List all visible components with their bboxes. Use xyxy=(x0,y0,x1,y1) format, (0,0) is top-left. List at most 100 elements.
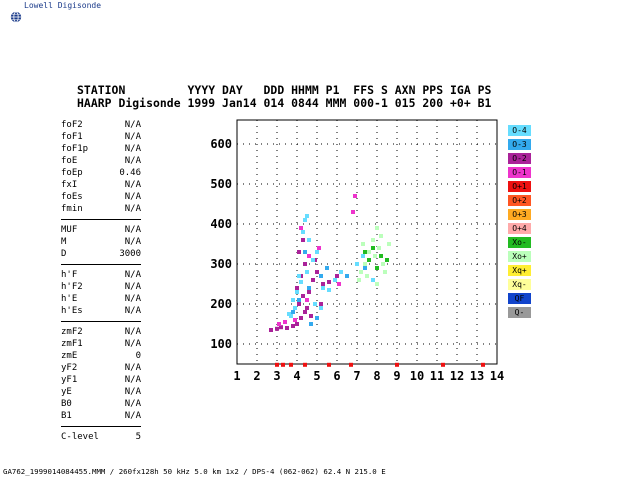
param-row: B0 N/A xyxy=(61,399,141,411)
echo-point xyxy=(295,322,299,326)
echo-point xyxy=(275,326,279,331)
echo-point xyxy=(387,242,391,246)
y-tick-label: 200 xyxy=(210,297,232,311)
echo-point xyxy=(355,262,359,266)
param-name: foF2 xyxy=(61,120,83,130)
param-row: h'E N/A xyxy=(61,294,141,306)
legend-entry: Xq+ xyxy=(508,265,531,276)
param-row: yF2 N/A xyxy=(61,363,141,375)
echo-point xyxy=(325,266,329,270)
echo-point xyxy=(285,326,289,330)
param-name: foEp xyxy=(61,168,83,178)
echo-point xyxy=(307,286,311,290)
param-row: B1 N/A xyxy=(61,411,141,423)
y-tick-label: 100 xyxy=(210,337,232,351)
legend-entry: O-3 xyxy=(508,139,531,150)
echo-point xyxy=(283,320,287,324)
footer-info: GA762_1999014084455.MMM / 260fx128h 50 k… xyxy=(3,467,386,476)
echo-point xyxy=(311,258,315,262)
echo-point xyxy=(297,274,301,278)
echo-point xyxy=(367,250,371,254)
param-row: foF1 N/A xyxy=(61,132,141,144)
param-value: 0 xyxy=(135,351,141,361)
echo-point xyxy=(313,302,317,306)
param-name: foF1 xyxy=(61,132,83,142)
echo-point xyxy=(365,274,369,278)
param-row: h'Es N/A xyxy=(61,306,141,318)
param-name: zmF1 xyxy=(61,339,83,349)
param-name: M xyxy=(61,237,67,247)
param-value: N/A xyxy=(124,144,141,154)
echo-point xyxy=(269,328,273,332)
y-tick-label: 400 xyxy=(210,217,232,231)
param-name: zmF2 xyxy=(61,327,83,337)
legend-entry: O+2 xyxy=(508,195,531,206)
param-row: foE N/A xyxy=(61,156,141,168)
param-name: yE xyxy=(61,387,72,397)
echo-point xyxy=(367,258,371,262)
param-separator xyxy=(61,264,141,265)
legend-entry: O+4 xyxy=(508,223,531,234)
echo-point xyxy=(293,306,297,310)
echo-point xyxy=(371,246,375,250)
param-row: foEs N/A xyxy=(61,192,141,204)
echo-point xyxy=(353,194,357,198)
x-tick-label: 3 xyxy=(273,369,280,383)
legend-entry: O+3 xyxy=(508,209,531,220)
legend-entry: Q- xyxy=(508,307,531,318)
echo-point xyxy=(349,362,353,367)
param-row: zmF1 N/A xyxy=(61,339,141,351)
param-name: MUF xyxy=(61,225,78,235)
echo-point xyxy=(303,218,307,222)
echo-point xyxy=(297,250,301,254)
x-tick-label: 6 xyxy=(333,369,340,383)
param-row: h'F N/A xyxy=(61,270,141,282)
echo-point xyxy=(301,294,305,298)
echo-point xyxy=(297,302,301,306)
param-value: N/A xyxy=(124,120,141,130)
echo-point xyxy=(339,270,343,274)
echo-point xyxy=(303,262,307,266)
param-value: N/A xyxy=(124,387,141,397)
x-tick-label: 2 xyxy=(253,369,260,383)
param-separator xyxy=(61,219,141,220)
echo-point xyxy=(481,362,485,367)
echo-point xyxy=(315,270,319,274)
echo-point xyxy=(321,282,325,286)
echo-point xyxy=(305,298,309,302)
param-row: fxI N/A xyxy=(61,180,141,192)
echo-point xyxy=(385,258,389,262)
param-row: MUF N/A xyxy=(61,225,141,237)
param-row: foEp 0.46 xyxy=(61,168,141,180)
x-tick-label: 4 xyxy=(293,369,300,383)
legend-entry: Xo- xyxy=(508,237,531,248)
param-name: B1 xyxy=(61,411,72,421)
echo-point xyxy=(327,280,331,284)
param-row: zmE 0 xyxy=(61,351,141,363)
echo-point xyxy=(307,254,311,258)
echo-point xyxy=(373,254,377,258)
echo-point xyxy=(311,278,315,282)
param-name: foEs xyxy=(61,192,83,202)
echo-point xyxy=(363,250,367,254)
x-tick-label: 12 xyxy=(450,369,464,383)
param-row: h'F2 N/A xyxy=(61,282,141,294)
param-separator xyxy=(61,426,141,427)
echo-point xyxy=(275,362,279,367)
echo-point xyxy=(337,282,341,286)
echo-point xyxy=(307,290,311,294)
param-name: yF2 xyxy=(61,363,78,373)
echo-point xyxy=(359,270,363,274)
echo-point xyxy=(299,226,303,230)
echo-point xyxy=(363,262,367,266)
echo-point xyxy=(327,288,331,292)
echo-point xyxy=(371,238,375,242)
param-name: fxI xyxy=(61,180,78,190)
echo-point xyxy=(305,214,309,218)
param-name: yF1 xyxy=(61,375,78,385)
legend-entry: O+1 xyxy=(508,181,531,192)
echo-point xyxy=(327,362,331,367)
param-value: N/A xyxy=(124,225,141,235)
echo-point xyxy=(289,362,293,367)
